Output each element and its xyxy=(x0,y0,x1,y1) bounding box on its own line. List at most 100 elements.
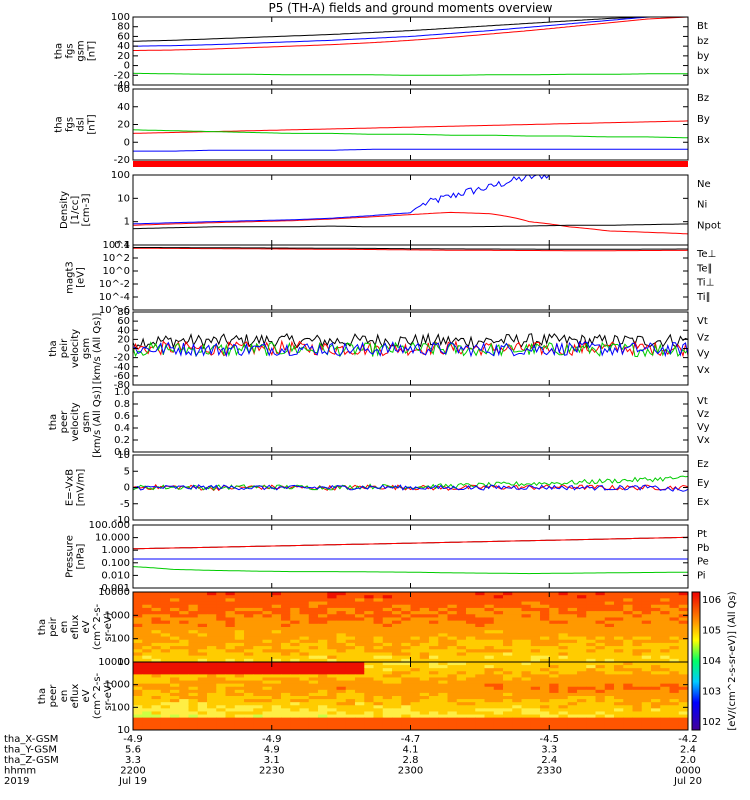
spectrogram-cell xyxy=(669,636,680,641)
spectrogram-cell xyxy=(327,671,337,675)
spectrogram-cell xyxy=(669,598,680,603)
spectrogram-cell xyxy=(401,607,411,612)
spectrogram-cell xyxy=(660,633,670,638)
spectrogram-cell xyxy=(160,674,171,678)
spectrogram-cell xyxy=(401,683,411,688)
spectrogram-cell xyxy=(336,630,347,634)
spectrogram-cell xyxy=(595,699,606,703)
spectrogram-cell xyxy=(604,665,615,669)
spectrogram-cell xyxy=(225,708,236,712)
spectrogram-cell xyxy=(142,674,152,678)
spectrogram-cell xyxy=(327,617,337,622)
spectrogram-cell xyxy=(614,595,624,599)
spectrogram-cell xyxy=(475,665,485,669)
spectrogram-cell xyxy=(595,652,606,657)
spectrogram-cell xyxy=(669,686,680,691)
spectrogram-cell xyxy=(355,652,365,657)
spectrogram-cell xyxy=(345,696,356,700)
spectrogram-cell xyxy=(401,623,411,628)
spectrogram-cell xyxy=(234,674,245,678)
spectrogram-cell xyxy=(669,604,680,609)
spectrogram-cell xyxy=(484,726,495,731)
spectrogram-cell xyxy=(623,714,633,719)
spectrogram-cell xyxy=(503,601,513,606)
spectrogram-cell xyxy=(530,711,541,716)
spectrogram-cell xyxy=(512,692,522,697)
legend-label-Bx: Bx xyxy=(697,135,710,146)
spectrogram-cell xyxy=(410,683,421,688)
spectrogram-cell xyxy=(484,620,495,625)
spectrogram-cell xyxy=(244,652,254,657)
spectrogram-cell xyxy=(456,696,467,700)
spectrogram-cell xyxy=(632,699,643,703)
spectrogram-cell xyxy=(410,668,421,672)
spectrogram-cell xyxy=(271,665,282,669)
y-axis-label: peer xyxy=(59,410,70,434)
spectrogram-cell xyxy=(558,646,569,650)
spectrogram-cell xyxy=(382,683,393,688)
spectrogram-cell xyxy=(308,674,319,678)
spectrogram-cell xyxy=(419,601,430,606)
colorbar xyxy=(691,591,701,731)
spectrogram-cell xyxy=(530,705,541,709)
spectrogram-cell xyxy=(678,639,689,644)
spectrogram-cell xyxy=(577,689,587,694)
spectrogram-cell xyxy=(512,702,522,706)
spectrogram-cell xyxy=(355,671,365,675)
spectrogram-cell xyxy=(669,595,680,599)
series-line-by xyxy=(132,72,688,76)
spectrogram-cell xyxy=(577,696,587,700)
spectrogram-cell xyxy=(632,630,643,634)
spectrogram-cell xyxy=(225,665,236,669)
spectrogram-cell xyxy=(429,686,439,691)
spectrogram-cell xyxy=(170,614,180,618)
spectrogram-cell xyxy=(641,720,652,725)
spectrogram-cell xyxy=(373,702,384,706)
spectrogram-cell xyxy=(530,607,541,612)
spectrogram-cell xyxy=(651,668,661,672)
spectrogram-cell xyxy=(512,620,522,625)
spectrogram-cell xyxy=(466,627,476,631)
spectrogram-cell xyxy=(577,711,587,716)
spectrogram-cell xyxy=(660,668,670,672)
spectrogram-cell xyxy=(410,633,421,638)
spectrogram-cell xyxy=(678,627,689,631)
spectrogram-cell xyxy=(540,592,550,596)
spectrogram-cell xyxy=(641,601,652,606)
spectrogram-cell xyxy=(577,620,587,625)
y-tick-label: -60 xyxy=(114,371,130,382)
y-tick-label: -80 xyxy=(114,380,130,391)
spectrogram-cell xyxy=(429,607,439,612)
spectrogram-cell xyxy=(623,674,633,678)
spectrogram-cell xyxy=(225,639,236,644)
spectrogram-cell xyxy=(142,723,152,728)
spectrogram-cell xyxy=(660,662,670,666)
spectrogram-cell xyxy=(466,617,476,622)
spectrogram-cell xyxy=(281,636,291,641)
spectrogram-cell xyxy=(170,692,180,697)
spectrogram-cell xyxy=(447,627,458,631)
spectrogram-cell xyxy=(419,598,430,603)
spectrogram-cell xyxy=(660,617,670,622)
spectrogram-cell xyxy=(632,680,643,685)
spectrogram-cell xyxy=(308,717,319,722)
spectrogram-cell xyxy=(290,696,300,700)
spectrogram-cell xyxy=(364,683,374,688)
spectrogram-cell xyxy=(253,611,263,615)
spectrogram-cell xyxy=(466,668,476,672)
spectrogram-cell xyxy=(558,720,569,725)
spectrogram-cell xyxy=(197,671,208,675)
spectrogram-cell xyxy=(549,636,559,641)
spectrogram-cell xyxy=(623,623,633,628)
spectrogram-cell xyxy=(179,658,189,663)
spectrogram-cell xyxy=(160,705,171,709)
spectrogram-cell xyxy=(234,662,245,666)
spectrogram-cell xyxy=(225,633,236,638)
spectrogram-cell xyxy=(651,708,661,712)
spectrogram-cell xyxy=(364,662,374,666)
spectrogram-cell xyxy=(512,671,522,675)
spectrogram-cell xyxy=(318,708,328,712)
spectrogram-cell xyxy=(567,711,578,716)
legend-label-Ti∥: Ti∥ xyxy=(696,292,711,303)
